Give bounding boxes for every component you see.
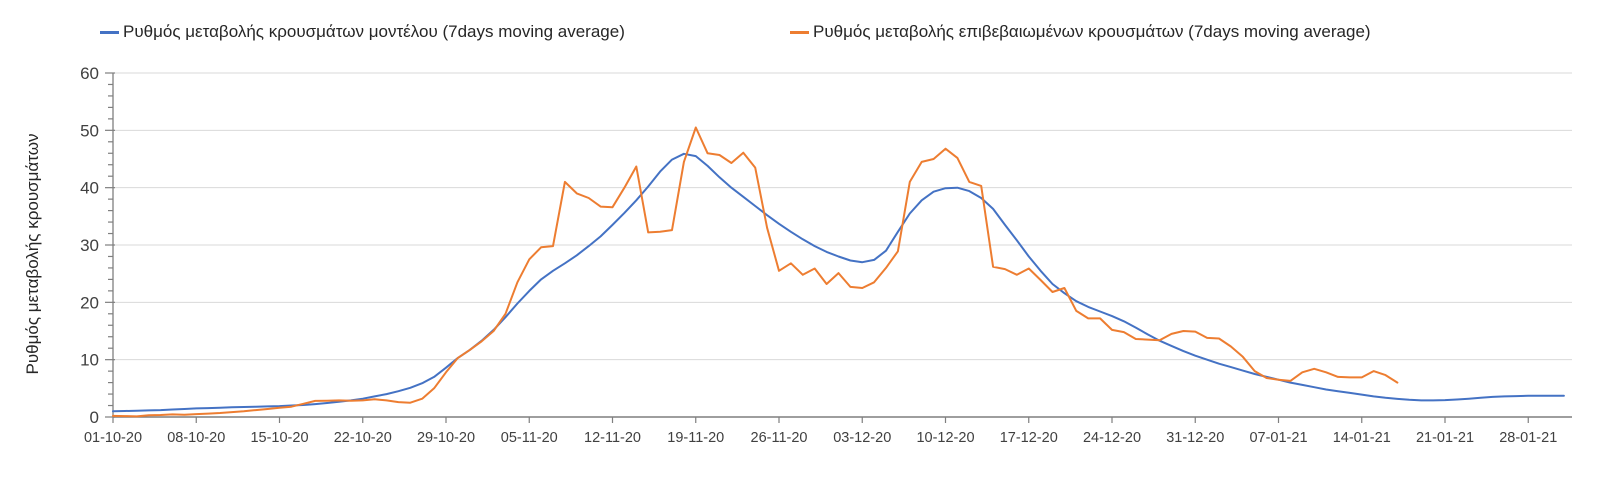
x-tick-label-19-11-20: 19-11-20 <box>667 430 724 446</box>
y-tick-label-20: 20 <box>80 293 99 312</box>
x-tick-label-17-12-20: 17-12-20 <box>1000 430 1058 446</box>
x-tick-label-05-11-20: 05-11-20 <box>501 430 558 446</box>
x-tick-label-07-01-21: 07-01-21 <box>1249 430 1307 446</box>
legend-item-confirmed: Ρυθμός μεταβολής επιβεβαιωμένων κρουσμάτ… <box>790 22 1371 42</box>
y-tick-label-60: 60 <box>80 64 99 83</box>
x-tick-label-12-11-20: 12-11-20 <box>584 430 641 446</box>
x-tick-label-01-10-20: 01-10-20 <box>84 430 142 446</box>
x-tick-label-24-12-20: 24-12-20 <box>1083 430 1141 446</box>
legend-line-swatch-blue <box>100 30 119 34</box>
series-line-confirmed <box>112 126 1399 418</box>
x-tick-label-29-10-20: 29-10-20 <box>417 430 475 446</box>
x-tick-label-26-11-20: 26-11-20 <box>751 430 808 446</box>
legend-line-swatch-orange <box>790 30 809 34</box>
y-tick-label-30: 30 <box>80 236 99 255</box>
x-tick-label-22-10-20: 22-10-20 <box>334 430 392 446</box>
x-tick-label-31-12-20: 31-12-20 <box>1166 430 1224 446</box>
y-tick-label-40: 40 <box>80 179 99 198</box>
legend-label-confirmed: Ρυθμός μεταβολής επιβεβαιωμένων κρουσμάτ… <box>813 22 1371 41</box>
x-tick-label-14-01-21: 14-01-21 <box>1333 430 1391 446</box>
x-tick-label-28-01-21: 28-01-21 <box>1499 430 1557 446</box>
y-tick-label-10: 10 <box>80 351 99 370</box>
legend-label-model: Ρυθμός μεταβολής κρουσμάτων μοντέλου (7d… <box>123 22 625 41</box>
x-tick-label-15-10-20: 15-10-20 <box>250 430 308 446</box>
y-tick-label-50: 50 <box>80 121 99 140</box>
x-tick-label-08-10-20: 08-10-20 <box>167 430 225 446</box>
x-tick-label-21-01-21: 21-01-21 <box>1416 430 1474 446</box>
series-line-model <box>112 152 1565 413</box>
legend-item-model: Ρυθμός μεταβολής κρουσμάτων μοντέλου (7d… <box>100 22 625 42</box>
x-tick-label-03-12-20: 03-12-20 <box>833 430 891 446</box>
y-tick-label-0: 0 <box>90 408 99 427</box>
x-tick-label-10-12-20: 10-12-20 <box>916 430 974 446</box>
